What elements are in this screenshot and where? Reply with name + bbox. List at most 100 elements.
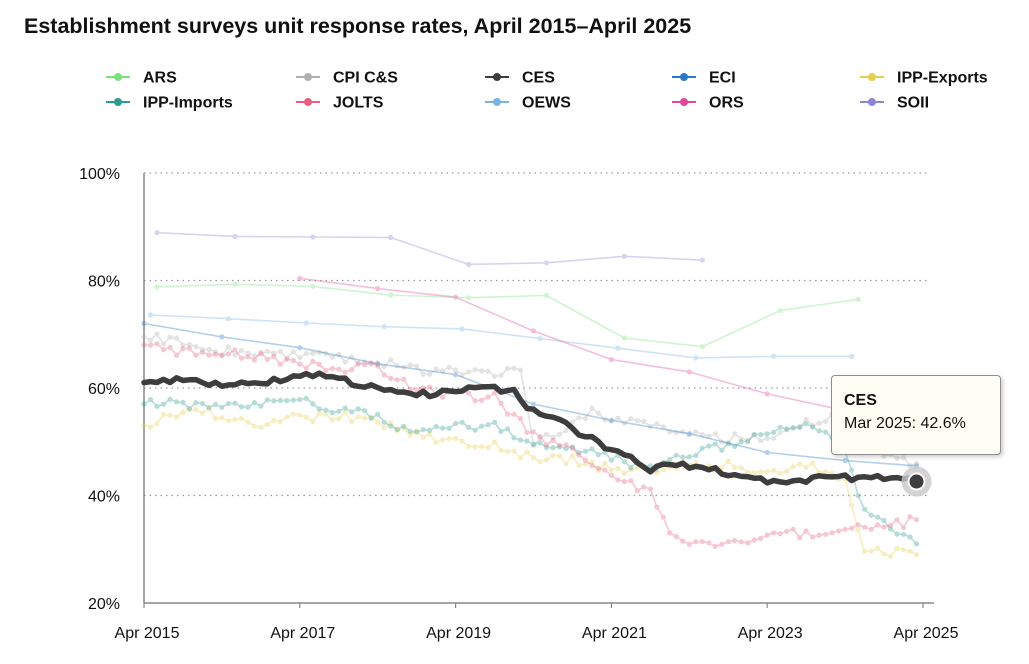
data-point-soii (388, 234, 394, 241)
legend-swatch-dot (868, 73, 876, 81)
hover-point[interactable] (907, 472, 926, 491)
data-point-jolts (258, 350, 264, 356)
legend-item-eci[interactable]: ECI (672, 70, 736, 87)
series-ars[interactable] (154, 281, 861, 350)
data-point-ipp-exports (803, 464, 809, 470)
series-cpi-c-s[interactable] (141, 331, 920, 469)
data-point-eci (219, 334, 225, 340)
data-point-cpi-c-s (186, 341, 192, 348)
data-point-ipp-imports (206, 404, 212, 411)
data-point-jolts (530, 429, 537, 435)
data-point-ipp-exports (394, 428, 400, 434)
data-point-cpi-c-s (453, 367, 459, 373)
data-point-oews (459, 326, 465, 332)
series-ipp-exports[interactable] (141, 406, 920, 560)
data-point-ipp-imports (693, 452, 699, 459)
data-point-eci (842, 458, 848, 464)
data-point-cpi-c-s (608, 418, 615, 424)
data-point-ipp-exports (167, 412, 173, 418)
data-point-ipp-exports (777, 470, 783, 476)
series-ors[interactable] (297, 275, 848, 414)
data-point-ipp-exports (537, 458, 543, 465)
data-point-ipp-exports (368, 414, 374, 420)
legend-item-ors[interactable]: ORS (672, 95, 744, 112)
data-point-cpi-c-s (641, 418, 647, 424)
data-point-ipp-exports (732, 464, 738, 470)
data-point-ipp-exports (602, 460, 608, 467)
data-point-jolts (504, 411, 511, 417)
data-point-ipp-imports (199, 400, 205, 407)
data-point-jolts (673, 533, 679, 540)
data-point-oews (615, 345, 621, 351)
data-point-ipp-imports (673, 452, 679, 458)
data-point-ipp-exports (621, 470, 628, 476)
data-point-ipp-exports (887, 553, 894, 560)
data-point-cpi-c-s (368, 361, 374, 367)
series-layer (141, 230, 920, 560)
data-point-cpi-c-s (660, 424, 666, 430)
data-point-cpi-c-s (381, 363, 387, 369)
data-point-cpi-c-s (602, 417, 608, 423)
data-point-jolts (394, 377, 400, 383)
data-point-ipp-exports (355, 414, 361, 420)
legend-item-soii[interactable]: SOII (860, 95, 929, 112)
data-point-cpi-c-s (556, 431, 563, 437)
data-point-jolts (595, 465, 602, 471)
data-point-jolts (608, 473, 615, 479)
data-point-jolts (251, 357, 257, 363)
series-soii[interactable] (154, 230, 705, 267)
legend-label: JOLTS (333, 95, 384, 112)
data-point-cpi-c-s (595, 410, 602, 416)
series-ces[interactable] (141, 370, 920, 486)
series-ipp-imports[interactable] (141, 395, 920, 547)
data-point-ipp-exports (310, 418, 316, 424)
series-oews[interactable] (147, 312, 855, 361)
data-point-cpi-c-s (310, 350, 316, 356)
data-point-ipp-exports (517, 455, 524, 461)
data-point-ipp-exports (199, 410, 205, 416)
data-point-ipp-exports (388, 420, 394, 426)
series-eci[interactable] (141, 320, 920, 469)
legend-item-jolts[interactable]: JOLTS (296, 95, 384, 112)
data-point-ipp-imports (277, 397, 283, 403)
data-point-cpi-c-s (719, 439, 725, 445)
legend-item-ipp-imports[interactable]: IPP-Imports (106, 95, 233, 112)
data-point-ipp-exports (751, 470, 757, 476)
data-point-ipp-exports (219, 415, 225, 421)
data-point-ipp-imports (284, 398, 290, 404)
data-point-ipp-imports (504, 426, 511, 432)
legend-item-ces[interactable]: CES (485, 70, 555, 87)
data-point-cpi-c-s (504, 365, 511, 372)
data-point-jolts (329, 365, 335, 371)
data-point-cpi-c-s (349, 354, 355, 360)
data-point-cpi-c-s (420, 371, 426, 377)
data-point-ipp-imports (219, 404, 225, 410)
data-point-ipp-imports (803, 421, 809, 427)
tick-labels: 20% 40% 60% 80% 100% Apr 2015 Apr 2017 Apr 2019… (79, 166, 958, 642)
data-point-ipp-exports (147, 424, 154, 430)
data-point-jolts (147, 342, 154, 348)
data-point-ipp-exports (303, 414, 309, 420)
data-point-ipp-exports (485, 444, 491, 451)
data-point-jolts (427, 384, 433, 390)
data-point-ipp-imports (212, 401, 218, 408)
data-point-ipp-exports (193, 407, 199, 413)
data-point-cpi-c-s (212, 349, 218, 355)
data-point-ipp-exports (855, 527, 861, 533)
data-point-soii (543, 260, 550, 266)
data-point-cpi-c-s (485, 368, 491, 374)
data-point-jolts (816, 532, 822, 538)
data-point-ipp-exports (472, 444, 478, 450)
data-point-jolts (615, 477, 621, 483)
data-point-ipp-imports (407, 428, 413, 434)
series-jolts[interactable] (141, 341, 920, 549)
tooltip-series-name: CES (844, 392, 877, 409)
data-point-ipp-exports (628, 466, 634, 473)
legend-item-ipp-exports[interactable]: IPP-Exports (860, 70, 988, 87)
legend-item-ars[interactable]: ARS (106, 70, 177, 87)
data-point-ipp-imports (388, 423, 394, 429)
legend-item-cpi-c-s[interactable]: CPI C&S (296, 70, 398, 87)
data-point-jolts (381, 372, 387, 378)
legend-item-oews[interactable]: OEWS (485, 95, 571, 112)
data-point-cpi-c-s (388, 357, 394, 363)
